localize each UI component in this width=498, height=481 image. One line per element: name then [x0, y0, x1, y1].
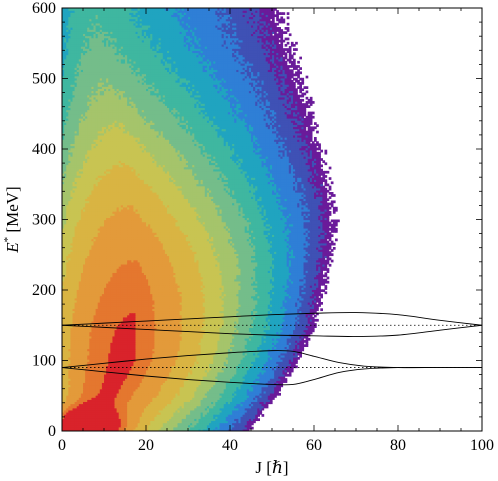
plot-area [62, 8, 482, 432]
density-contours [62, 8, 340, 432]
